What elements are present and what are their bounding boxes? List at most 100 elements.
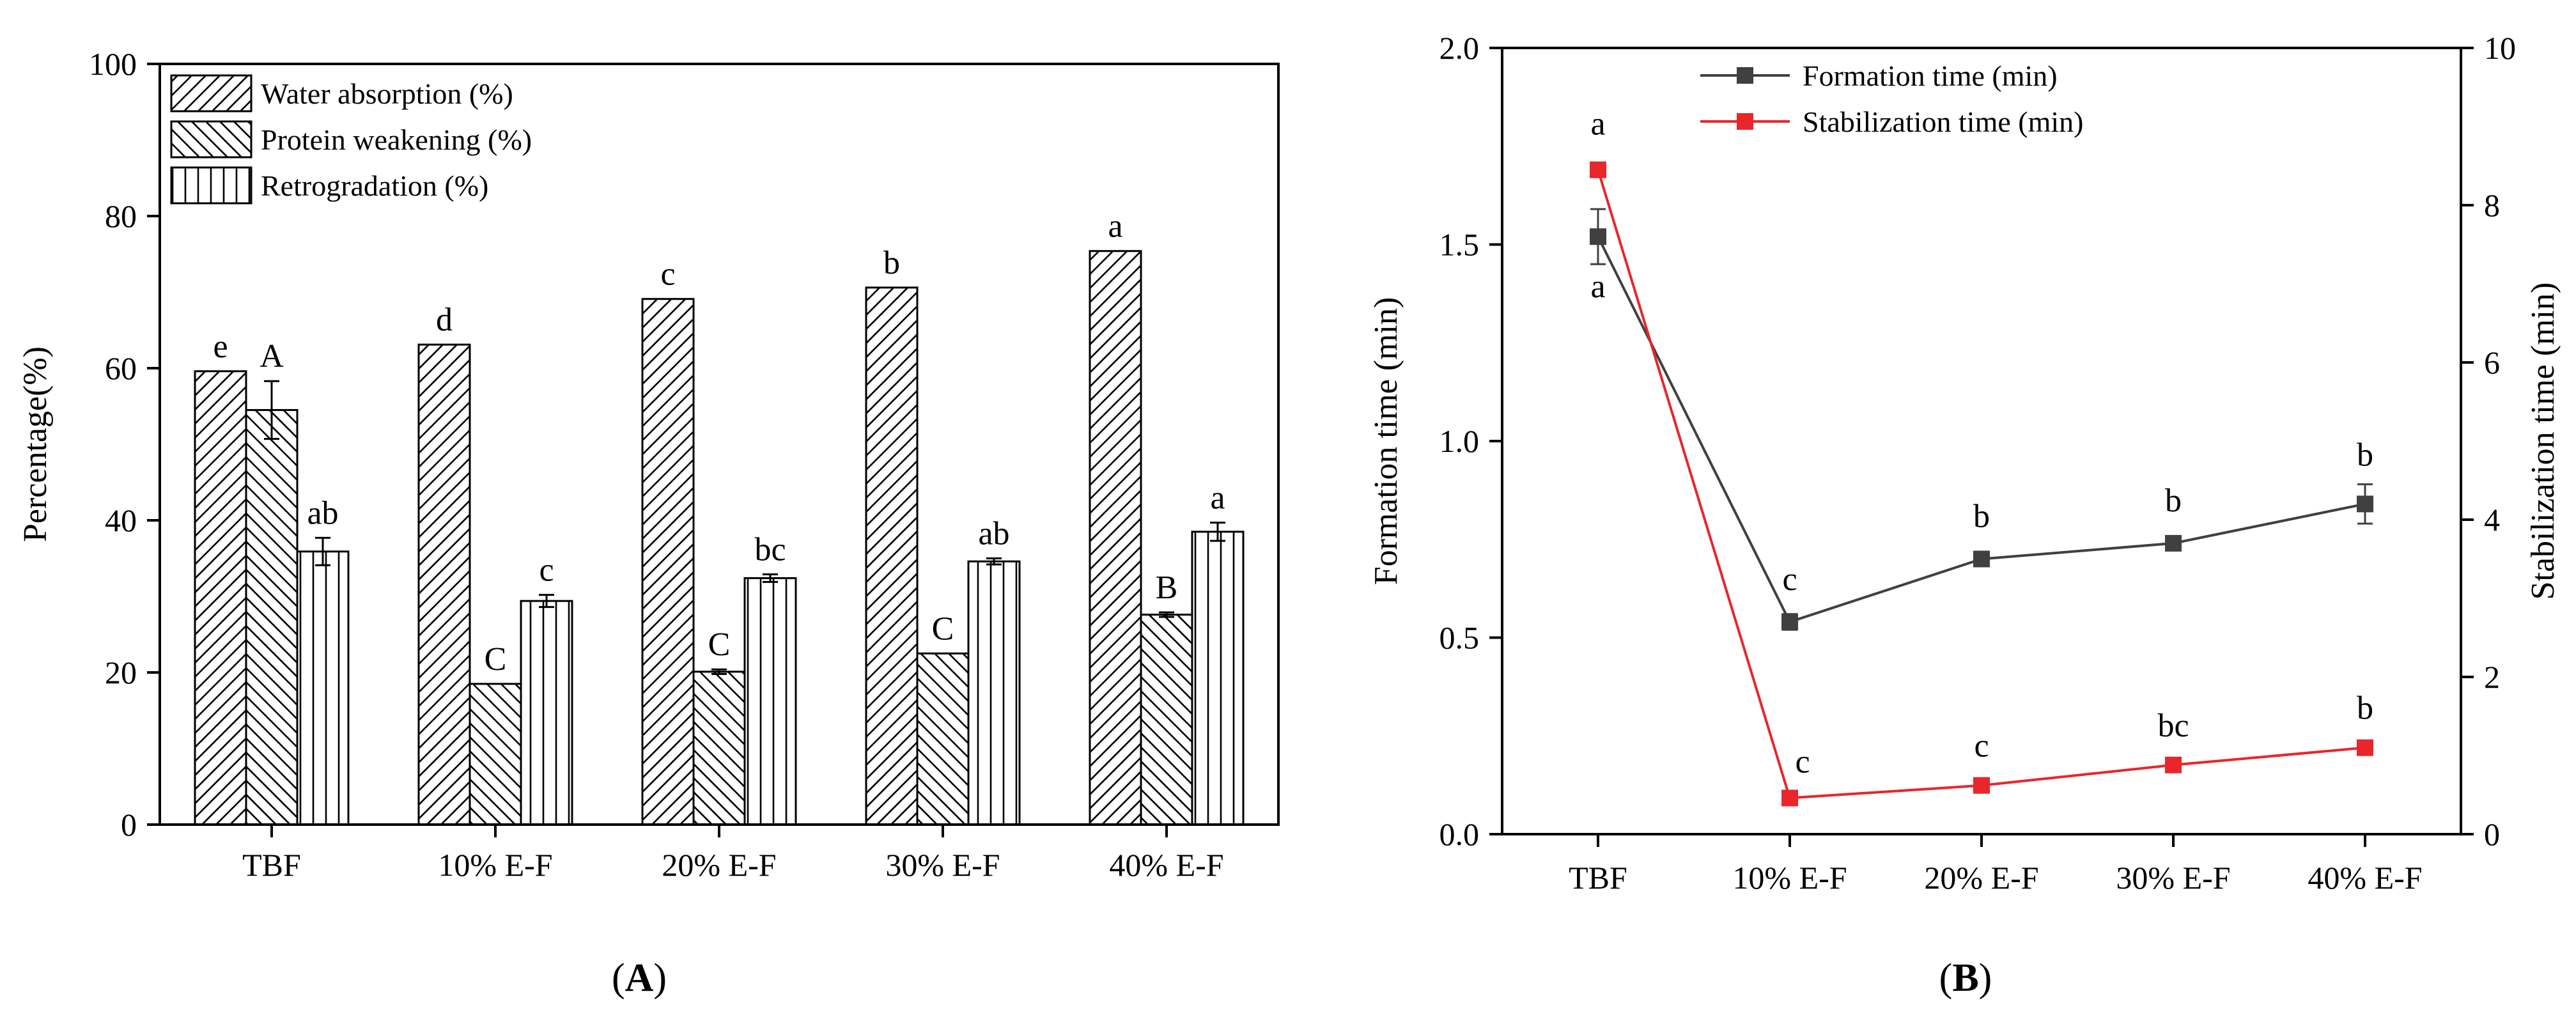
significance-letter: b [1973, 499, 1990, 535]
bar-hatch-backward-3 [916, 652, 970, 826]
y-tick-label: 0.5 [1439, 620, 1480, 656]
data-point [1973, 777, 1990, 794]
significance-letter: B [1156, 570, 1178, 606]
legend-marker [1737, 67, 1753, 84]
x-tick-label: 40% E-F [1109, 847, 1223, 883]
significance-letter: C [708, 626, 731, 663]
legend-label: Protein weakening (%) [261, 123, 532, 156]
panel-a-legend: Water absorption (%) Protein weakening (%… [170, 74, 532, 205]
panel-a-label: (A) [612, 956, 667, 1000]
significance-letter: a [1108, 208, 1122, 245]
panel-b-y-axis-title-left: Formation time (min) [1368, 297, 1404, 586]
significance-letter: d [436, 302, 453, 338]
x-tick-label: TBF [1569, 860, 1627, 896]
bar-hatch-forward-1 [417, 343, 471, 826]
bar-hatch-forward-0 [194, 370, 247, 826]
bar-vertical-lines-1 [520, 600, 573, 826]
y-tick-label: 2.0 [1439, 30, 1480, 66]
x-tick-label: 30% E-F [2116, 860, 2230, 896]
y-tick-label: 0.0 [1439, 816, 1480, 852]
data-point [1590, 228, 1606, 245]
x-tick-label: 40% E-F [2308, 860, 2422, 896]
significance-letter: ab [978, 516, 1009, 552]
y-right-tick-label: 8 [2484, 187, 2500, 223]
data-point [2165, 756, 2182, 773]
data-point [1973, 550, 1990, 568]
bar-hatch-forward-3 [865, 286, 919, 826]
significance-letter: a [1210, 480, 1225, 516]
data-point [2357, 495, 2373, 513]
panel-b: 0.0 0.5 1.0 1.5 2.0 0 2 4 6 8 10 TBF 10% E-F 20% E-… [1368, 30, 2561, 1000]
data-point [2357, 739, 2373, 756]
panel-b-significance-letters: a c b b b a c c bc b [1590, 106, 2373, 780]
y-tick-label: 40 [105, 502, 137, 538]
significance-letter: C [932, 610, 954, 647]
bar-vertical-lines-0 [296, 550, 350, 826]
panel-a-error-bars [264, 380, 1225, 675]
panel-b-plot-frame [1501, 47, 2462, 835]
panel-a-y-ticks: 0 20 40 60 80 100 [89, 46, 160, 842]
bar-hatch-backward-4 [1140, 614, 1193, 826]
significance-letter: bc [754, 531, 786, 568]
legend-label: Stabilization time (min) [1803, 105, 2083, 138]
bar-hatch-backward-0 [245, 408, 299, 826]
legend-marker [1737, 113, 1753, 130]
legend-label: Formation time (min) [1803, 59, 2058, 92]
bar-vertical-lines-3 [967, 560, 1021, 826]
bar-hatch-forward-2 [641, 298, 695, 826]
significance-letter: A [260, 338, 284, 375]
significance-letter: b [2357, 690, 2373, 727]
panel-b-series [1590, 161, 2373, 807]
panel-b-legend: Formation time (min) Stabilization time (… [1700, 59, 2083, 138]
x-tick-label: 30% E-F [885, 847, 1000, 883]
significance-letter: c [539, 552, 554, 589]
y-tick-label: 60 [105, 350, 137, 386]
legend-swatch [170, 74, 252, 113]
data-point [1781, 613, 1798, 630]
y-tick-label: 1.0 [1439, 423, 1480, 459]
significance-letter: a [1590, 106, 1605, 143]
panel-a-y-axis-title: Percentage(%) [17, 346, 54, 542]
panel-b-label: (B) [1939, 956, 1992, 1000]
series-line-1 [1597, 169, 2366, 800]
significance-letter: C [485, 641, 507, 678]
data-point [1781, 789, 1798, 807]
y-tick-label: 100 [89, 46, 137, 82]
legend-label: Retrogradation (%) [261, 169, 488, 202]
y-right-tick-label: 10 [2484, 30, 2516, 66]
significance-letter: c [1782, 561, 1797, 598]
panel-b-y-ticks-right: 0 2 4 6 8 10 [2461, 30, 2516, 852]
significance-letter: a [1590, 268, 1605, 305]
y-tick-label: 20 [105, 655, 137, 690]
bar-hatch-forward-4 [1089, 250, 1142, 826]
y-tick-label: 0 [121, 807, 137, 842]
panel-a-x-ticks: TBF 10% E-F 20% E-F 30% E-F 40% E-F [242, 825, 1224, 883]
y-right-tick-label: 4 [2484, 502, 2500, 538]
bar-hatch-backward-1 [469, 683, 522, 826]
x-tick-label: 20% E-F [1924, 860, 2038, 896]
bar-vertical-lines-4 [1191, 531, 1245, 826]
significance-letter: c [660, 256, 675, 293]
bar-vertical-lines-2 [743, 577, 797, 826]
significance-letter: c [1795, 743, 1810, 780]
x-tick-label: 10% E-F [438, 847, 552, 883]
panel-a-bars [194, 250, 1245, 826]
significance-letter: b [2357, 437, 2373, 473]
data-point [2165, 534, 2182, 552]
x-tick-label: TBF [242, 847, 301, 883]
panel-a-label-letter: A [625, 956, 654, 1000]
significance-letter: c [1974, 728, 1989, 765]
significance-letter: b [2165, 483, 2182, 519]
panel-b-x-ticks: TBF 10% E-F 20% E-F 30% E-F 40% E-F [1569, 834, 2423, 896]
panel-a-significance-letters: e Aab d Cc c Cbc b Cab a Ba [213, 208, 1225, 678]
data-point [1590, 161, 1606, 178]
bar-hatch-backward-2 [692, 671, 746, 826]
significance-letter: e [213, 329, 228, 365]
panel-b-y-axis-title-right: Stabilization time (min) [2525, 283, 2561, 600]
x-tick-label: 20% E-F [662, 847, 776, 883]
y-tick-label: 1.5 [1439, 227, 1480, 263]
significance-letter: bc [2157, 708, 2189, 744]
legend-swatch [170, 166, 252, 205]
